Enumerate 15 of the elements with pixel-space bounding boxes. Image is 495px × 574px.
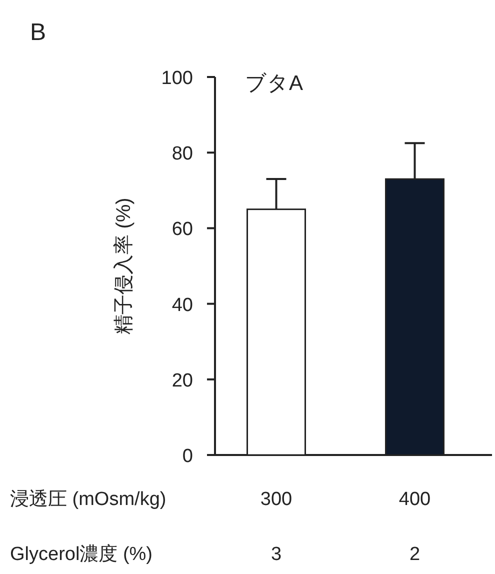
y-tick-label: 60 [172,219,193,240]
y-tick-label: 80 [172,144,193,165]
text: Glycerol濃度 (%) [10,543,153,565]
chart-title: ブタA [245,72,304,95]
text: 2 [409,544,420,565]
text: 3 [270,544,282,565]
x-tick-label: 300 [260,489,292,510]
text: B [30,19,46,46]
x-tick-label: 400 [398,489,431,510]
y-axis-title: 精子侵入率 (%) [113,198,135,334]
y-tick-label: 40 [172,294,193,316]
y-tick-label: 100 [161,68,193,89]
y-tick-label: 20 [172,370,193,392]
x-axis-title: 浸透圧 (mOsm/kg) [10,489,166,510]
y-tick-label: 0 [182,446,193,467]
